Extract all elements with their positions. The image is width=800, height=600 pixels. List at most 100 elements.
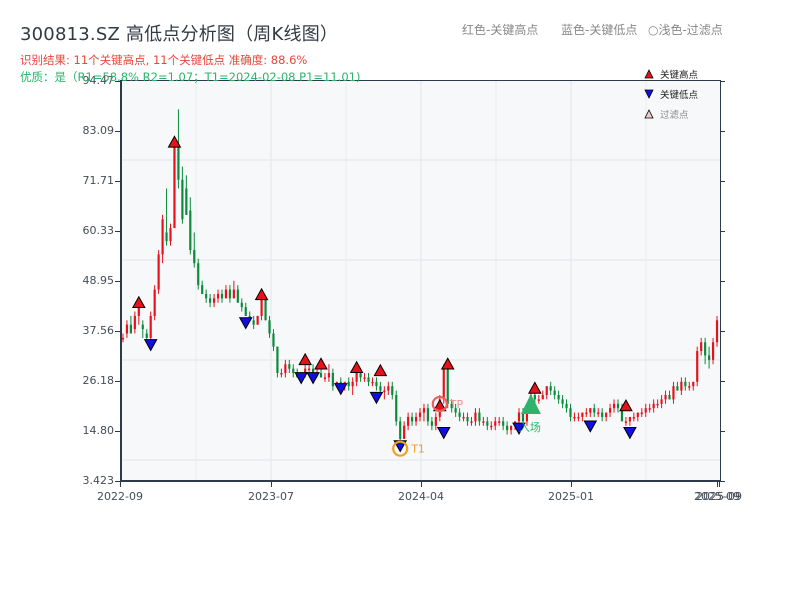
- y-tick-mark: [115, 331, 120, 332]
- candle: [711, 342, 715, 360]
- candle: [403, 425, 406, 439]
- candle: [482, 421, 485, 423]
- y-tick-label: 14.80: [82, 424, 115, 437]
- y-tick-mark-right: [720, 81, 725, 82]
- y-tick-mark-right: [720, 381, 725, 382]
- candle: [173, 144, 176, 229]
- candle: [474, 412, 477, 422]
- x-tick-label: 2023-07: [248, 490, 294, 503]
- candle: [252, 320, 255, 325]
- y-tick-label: 37.56: [82, 324, 115, 337]
- candle: [446, 368, 449, 404]
- candle: [648, 408, 651, 410]
- candle: [620, 408, 624, 422]
- candle: [624, 421, 628, 423]
- candle: [363, 377, 366, 379]
- candle: [141, 324, 144, 330]
- y-tick-mark-right: [720, 231, 725, 232]
- candle: [327, 373, 331, 378]
- candle: [331, 373, 334, 387]
- candle: [161, 219, 164, 255]
- candle: [422, 408, 426, 413]
- candle: [220, 293, 224, 299]
- candle: [525, 408, 529, 422]
- candle: [383, 390, 386, 393]
- candle: [609, 408, 612, 413]
- candle: [652, 403, 655, 409]
- candle: [672, 386, 675, 400]
- candle: [395, 394, 398, 422]
- candle: [593, 408, 596, 413]
- candle: [684, 381, 687, 387]
- candle: [244, 307, 247, 316]
- legend-red-desc: 红色-关键高点: [462, 23, 539, 37]
- candle: [367, 377, 370, 382]
- candle: [157, 254, 160, 290]
- candle: [581, 412, 584, 417]
- candle: [498, 421, 501, 423]
- candle: [486, 421, 489, 426]
- candle: [430, 421, 433, 426]
- x-tick-mark: [271, 482, 272, 487]
- candle: [311, 368, 315, 374]
- candle: [612, 403, 616, 409]
- key-high-marker: [298, 352, 313, 366]
- candle: [569, 408, 572, 417]
- y-tick-label: 94.47: [82, 74, 115, 87]
- candle: [359, 373, 362, 378]
- candle: [541, 394, 544, 400]
- y-tick-label: 83.09: [82, 124, 115, 137]
- triangle-down-icon: [644, 89, 654, 99]
- candle: [664, 394, 667, 400]
- candle: [450, 403, 453, 409]
- key-low-marker: [333, 383, 348, 396]
- entry-marker: [520, 393, 541, 414]
- candle: [165, 232, 168, 242]
- candle: [442, 368, 445, 400]
- candle: [351, 381, 354, 387]
- key-low-marker: [512, 422, 526, 435]
- candle: [177, 144, 180, 180]
- candle: [636, 412, 639, 417]
- candle: [292, 368, 295, 374]
- y-tick-label: 60.33: [82, 224, 115, 237]
- candle: [347, 381, 350, 387]
- x-tick-label: 2022-09: [97, 490, 143, 503]
- key-high-marker: [440, 357, 455, 370]
- candle: [121, 337, 125, 340]
- candle: [260, 298, 263, 316]
- candle: [696, 351, 699, 382]
- candle: [561, 399, 564, 404]
- candle: [323, 377, 327, 379]
- candle: [589, 408, 592, 413]
- candle: [573, 416, 576, 419]
- candle: [407, 416, 410, 426]
- candle: [256, 315, 259, 325]
- candle: [545, 386, 548, 395]
- key-low-marker: [436, 427, 451, 440]
- candle: [232, 289, 235, 299]
- triangle-up-icon: [644, 69, 654, 79]
- candle: [470, 421, 473, 423]
- candle: [454, 408, 457, 413]
- candle: [240, 302, 243, 308]
- candle: [209, 298, 212, 303]
- x-tick-label: 2025-09: [694, 490, 740, 503]
- candle: [228, 289, 231, 299]
- candle: [189, 210, 192, 251]
- legend-blue-desc: 蓝色-关键低点: [561, 23, 638, 37]
- legend-filtered-desc: ○浅色-过滤点: [648, 23, 723, 37]
- candle: [236, 289, 239, 303]
- y-tick-mark-right: [720, 331, 725, 332]
- candle: [521, 412, 525, 422]
- candle: [375, 381, 378, 387]
- candle: [216, 293, 220, 299]
- key-high-marker: [527, 381, 542, 394]
- key-low-marker: [623, 427, 637, 440]
- y-tick-mark-right: [720, 131, 725, 132]
- candle: [700, 342, 703, 352]
- y-tick-mark: [115, 481, 120, 482]
- candle: [133, 315, 136, 330]
- candle: [224, 289, 228, 299]
- y-tick-mark: [115, 381, 120, 382]
